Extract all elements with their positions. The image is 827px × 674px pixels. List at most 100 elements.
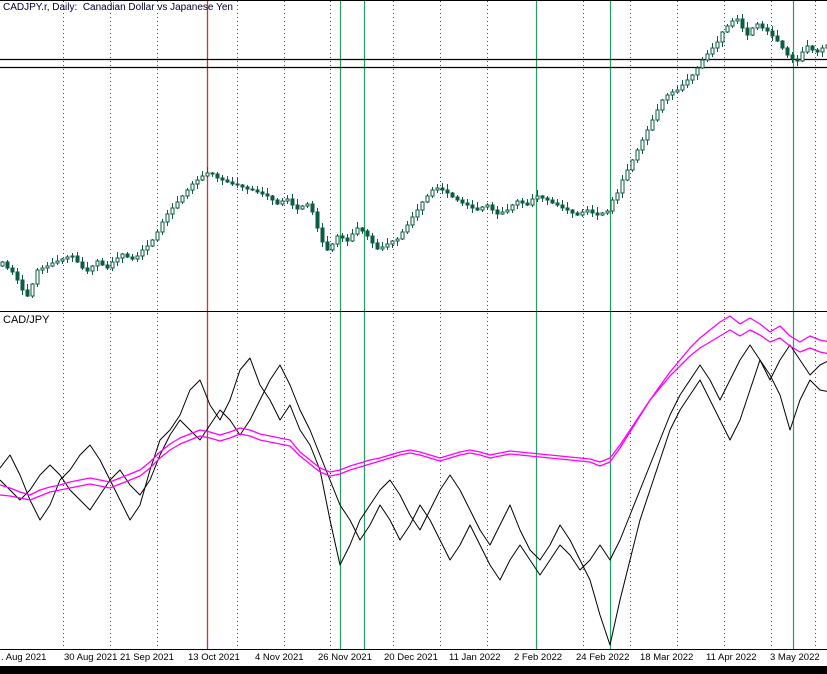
- candle-bear: [810, 45, 815, 51]
- candle-bear: [265, 193, 270, 197]
- candle-bear: [770, 30, 775, 37]
- x-axis-label: 20 Dec 2021: [384, 652, 438, 663]
- candle-bull: [195, 179, 200, 185]
- candle-bull: [400, 231, 405, 240]
- candle-bull: [515, 200, 520, 206]
- bottom-window-edge: [0, 666, 827, 674]
- candle-bear: [780, 40, 785, 49]
- chart-symbol-title: CADJPY.r, Daily: Canadian Dollar vs Japa…: [3, 2, 233, 13]
- candle-bull: [120, 253, 125, 259]
- candle-bull: [180, 195, 185, 203]
- candle-bull: [510, 204, 515, 211]
- candle-bear: [340, 235, 345, 239]
- candle-bull: [755, 23, 760, 29]
- candle-bull: [40, 267, 45, 271]
- indicator-series-strength-magenta-2: [0, 315, 827, 501]
- candle-bear: [25, 289, 30, 297]
- candle-bull: [30, 283, 35, 297]
- candle-bear: [575, 212, 580, 216]
- candle-bull: [715, 41, 720, 49]
- candle-bear: [310, 203, 315, 213]
- candle-bull: [165, 213, 170, 223]
- candle-bull: [140, 249, 145, 257]
- candle-bear: [240, 184, 245, 188]
- candle-bear: [225, 179, 230, 183]
- candle-bull: [380, 246, 385, 250]
- x-axis-label: 21 Sep 2021: [120, 652, 174, 663]
- candle-bear: [785, 47, 790, 56]
- indicator-series-strength-black-1: [0, 357, 827, 646]
- x-axis-label: 4 Nov 2021: [255, 652, 304, 663]
- candle-bull: [0, 261, 5, 267]
- candle-bear: [545, 197, 550, 201]
- candle-bull: [610, 199, 615, 212]
- candle-bear: [570, 209, 575, 214]
- candle-bear: [460, 199, 465, 204]
- candle-bull: [700, 59, 705, 69]
- candle-bull: [410, 216, 415, 226]
- candle-bull: [695, 67, 700, 76]
- candle-bull: [170, 207, 175, 215]
- candle-bear: [775, 35, 780, 42]
- candle-bull: [280, 200, 285, 205]
- x-axis-label: 26 Nov 2021: [318, 652, 372, 663]
- candle-bear: [105, 264, 110, 269]
- x-axis-label: 30 Aug 2021: [64, 652, 118, 663]
- candle-bull: [200, 175, 205, 181]
- candle-bear: [520, 200, 525, 204]
- candle-bull: [660, 99, 665, 111]
- candle-bear: [20, 279, 25, 291]
- candle-bear: [5, 261, 10, 269]
- candle-bull: [70, 255, 75, 258]
- candle-bear: [15, 271, 20, 281]
- candle-bull: [535, 195, 540, 200]
- indicator-panel-label: CAD/JPY: [3, 314, 50, 326]
- candle-bull: [415, 209, 420, 218]
- candle-bull: [640, 139, 645, 151]
- x-axis-label: 11 Jan 2022: [449, 652, 501, 663]
- candle-bear: [325, 241, 330, 251]
- candle-bull: [530, 198, 535, 206]
- candle-bear: [125, 253, 130, 258]
- candle-bear: [470, 204, 475, 209]
- candle-bull: [285, 198, 290, 202]
- candle-bear: [10, 267, 15, 273]
- candle-bull: [155, 231, 160, 241]
- candle-bear: [365, 230, 370, 237]
- candle-bear: [760, 23, 765, 29]
- candle-bear: [540, 195, 545, 199]
- candle-bear: [560, 204, 565, 209]
- candle-bull: [175, 201, 180, 209]
- candle-bear: [815, 49, 820, 53]
- candle-bull: [395, 238, 400, 242]
- candle-bear: [595, 212, 600, 216]
- x-axis-label: 11 Apr 2022: [706, 652, 757, 663]
- candle-bull: [115, 257, 120, 263]
- x-axis-label: . Aug 2021: [1, 652, 47, 663]
- candle-bull: [705, 53, 710, 61]
- candle-bull: [820, 47, 825, 53]
- candle-bull: [505, 209, 510, 213]
- candle-bull: [135, 255, 140, 260]
- candle-bull: [730, 20, 735, 27]
- candle-bull: [160, 221, 165, 233]
- candle-bear: [85, 267, 90, 272]
- candle-bear: [290, 198, 295, 206]
- candle-bull: [390, 240, 395, 245]
- candle-bull: [480, 206, 485, 211]
- candle-bull: [95, 260, 100, 267]
- candle-bear: [590, 209, 595, 214]
- candle-bear: [475, 207, 480, 211]
- candle-bear: [220, 177, 225, 181]
- candle-bear: [455, 196, 460, 201]
- candle-bull: [90, 265, 95, 272]
- candle-bull: [335, 235, 340, 245]
- candle-bull: [580, 211, 585, 216]
- candle-bear: [795, 58, 800, 62]
- candle-bull: [35, 269, 40, 285]
- candle-bear: [375, 242, 380, 250]
- candle-bear: [295, 204, 300, 210]
- candle-bull: [615, 192, 620, 201]
- candle-bear: [235, 183, 240, 186]
